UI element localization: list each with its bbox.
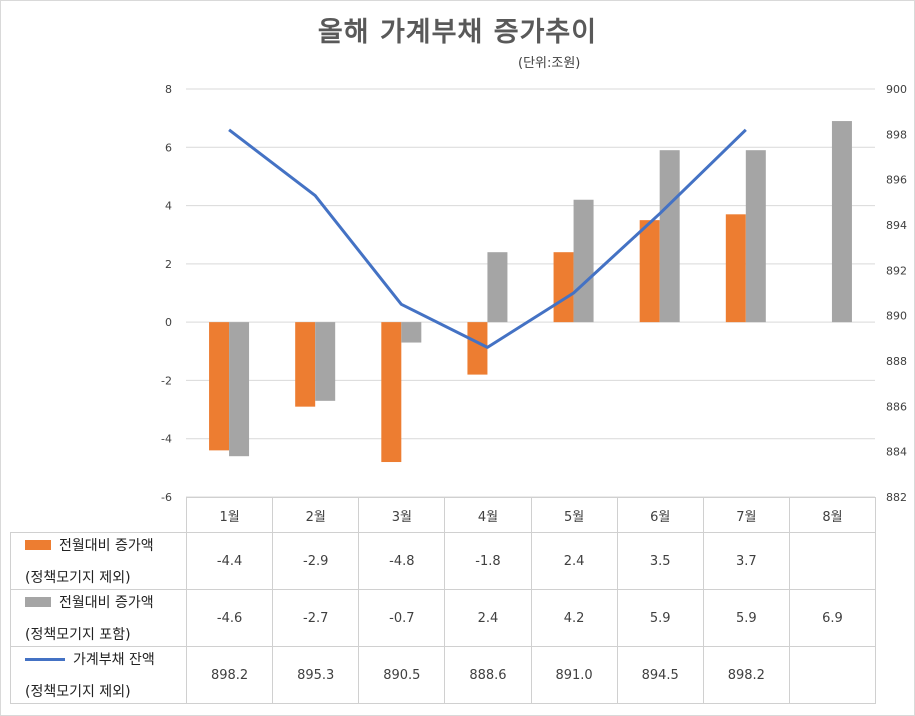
series-legend-cell: 전월대비 증가액 (정책모기지 포함)	[10, 589, 187, 647]
y-right-tick-label: 894	[886, 219, 907, 232]
y-right-tick-label: 888	[886, 355, 907, 368]
y-left-tick-label: 6	[165, 141, 172, 154]
y-right-tick-label: 892	[886, 264, 907, 277]
data-label: -2.9	[272, 532, 360, 590]
data-label: 3.7	[702, 532, 790, 590]
table-row: 전월대비 증가액 (정책모기지 제외) -4.4 -2.9 -4.8 -1.8 2.4 3.5…	[10, 532, 877, 590]
table-corner	[10, 497, 187, 533]
data-label: 890.5	[358, 646, 446, 704]
y-left-tick-label: 0	[165, 316, 172, 329]
data-label: 894.5	[616, 646, 704, 704]
series-name-line2: (정책모기지 제외)	[25, 684, 131, 700]
data-label: -2.7	[272, 589, 360, 647]
category-label: 4월	[444, 497, 532, 533]
y-right-tick-label: 884	[886, 446, 907, 459]
y-right-tick-label: 886	[886, 400, 907, 413]
legend-swatch	[25, 657, 65, 661]
data-label: 5.9	[616, 589, 704, 647]
category-label: 2월	[272, 497, 360, 533]
bar-2	[573, 199, 594, 323]
category-label: 1월	[185, 497, 274, 533]
bar-1	[209, 322, 230, 451]
legend-swatch	[25, 597, 51, 607]
data-label: 2.4	[444, 589, 532, 647]
y-right-tick-label: 900	[886, 83, 907, 96]
bar-2	[315, 322, 336, 401]
data-label: 895.3	[272, 646, 360, 704]
bar-2	[401, 322, 422, 343]
series-name-line2: (정책모기지 제외)	[25, 570, 131, 586]
y-left-tick-label: 8	[165, 83, 172, 96]
bar-2	[831, 121, 852, 323]
category-label: 5월	[530, 497, 618, 533]
bar-1	[381, 322, 402, 463]
data-label: 888.6	[444, 646, 532, 704]
bar-2	[487, 252, 508, 323]
y-left-tick-label: -2	[161, 374, 172, 387]
legend-swatch	[25, 540, 51, 550]
bar-1	[639, 220, 660, 323]
series-legend-cell: 가계부채 잔액 (정책모기지 제외)	[10, 646, 187, 704]
bar-1	[553, 252, 574, 323]
bar-2	[229, 322, 250, 457]
category-label: 8월	[788, 497, 877, 533]
data-label: 898.2	[185, 646, 274, 704]
data-label: -4.4	[185, 532, 274, 590]
category-label: 7월	[702, 497, 790, 533]
data-label: 4.2	[530, 589, 618, 647]
y-right-tick-label: 882	[886, 491, 907, 504]
data-label: 3.5	[616, 532, 704, 590]
y-left-tick-label: 2	[165, 258, 172, 271]
table-row: 가계부채 잔액 (정책모기지 제외) 898.2 895.3 890.5 888.6 891…	[10, 646, 877, 704]
y-right-tick-label: 890	[886, 310, 907, 323]
bar-1	[725, 214, 746, 323]
data-label	[788, 646, 877, 704]
table-row: 전월대비 증가액 (정책모기지 포함) -4.6 -2.7 -0.7 2.4 4.2 5.9 5…	[10, 589, 877, 647]
y-right-tick-label: 896	[886, 174, 907, 187]
series-name: 가계부채 잔액	[73, 652, 155, 668]
bar-2	[745, 150, 766, 323]
y-left-tick-label: 4	[165, 200, 172, 213]
data-label: 5.9	[702, 589, 790, 647]
data-label: -4.6	[185, 589, 274, 647]
category-label: 3월	[358, 497, 446, 533]
series-name-line2: (정책모기지 포함)	[25, 627, 131, 643]
data-label: 2.4	[530, 532, 618, 590]
data-label: -0.7	[358, 589, 446, 647]
series-name: 전월대비 증가액	[59, 538, 154, 554]
category-label: 6월	[616, 497, 704, 533]
bar-1	[467, 322, 488, 375]
series-name: 전월대비 증가액	[59, 595, 154, 611]
bar-2	[659, 150, 680, 323]
series-legend-cell: 전월대비 증가액 (정책모기지 제외)	[10, 532, 187, 590]
bar-1	[295, 322, 316, 407]
chart-subtitle: (단위:조원)	[518, 56, 581, 71]
data-label: 891.0	[530, 646, 618, 704]
y-left-tick-label: -4	[161, 433, 172, 446]
y-right-tick-label: 898	[886, 128, 907, 141]
data-label	[788, 532, 877, 590]
chart-title: 올해 가계부채 증가추이	[317, 17, 598, 48]
balance-line	[228, 128, 747, 349]
data-label: 6.9	[788, 589, 877, 647]
data-label: -4.8	[358, 532, 446, 590]
data-label: 898.2	[702, 646, 790, 704]
data-label: -1.8	[444, 532, 532, 590]
